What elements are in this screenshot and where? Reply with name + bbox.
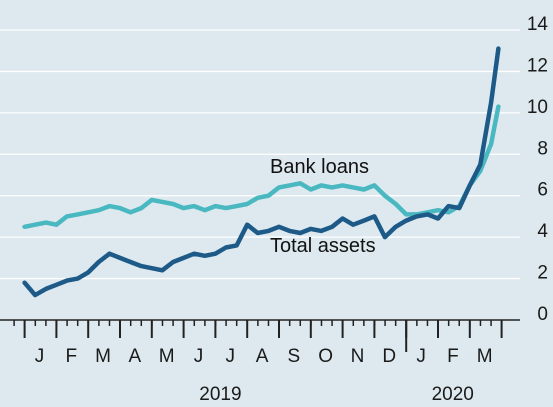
- year-label: 2019: [199, 384, 241, 405]
- month-label: J: [416, 346, 426, 367]
- month-label: J: [194, 346, 204, 367]
- y-tick-label: 4: [537, 221, 548, 242]
- month-label: A: [129, 346, 142, 367]
- month-label: J: [35, 346, 45, 367]
- gridlines: [0, 29, 520, 321]
- annotation-bank-loans: Bank loans: [270, 156, 369, 178]
- y-tick-label: 2: [537, 263, 548, 284]
- month-label: O: [318, 346, 333, 367]
- y-tick-label: 10: [527, 97, 548, 118]
- y-tick-label: 12: [527, 55, 548, 76]
- month-label: N: [351, 346, 365, 367]
- month-label: M: [477, 346, 493, 367]
- x-axis-ticks: [13, 320, 503, 338]
- month-label: M: [95, 346, 111, 367]
- series-lines: [22, 46, 501, 298]
- month-label: M: [159, 346, 175, 367]
- month-label: D: [382, 346, 396, 367]
- month-label: J: [226, 346, 236, 367]
- year-label: 2020: [432, 384, 474, 405]
- annotation-total-assets: Total assets: [270, 235, 376, 257]
- month-label: F: [447, 346, 459, 367]
- month-label: F: [65, 346, 77, 367]
- y-tick-label: 14: [527, 14, 549, 35]
- y-axis-tick-labels: 0 2 4 6 8 10 12 14: [527, 14, 549, 325]
- y-tick-label: 0: [537, 304, 548, 325]
- series-line-total-assets: [22, 46, 501, 298]
- month-label: S: [288, 346, 301, 367]
- month-label: A: [256, 346, 269, 367]
- y-tick-label: 8: [537, 138, 548, 159]
- y-tick-label: 6: [537, 180, 548, 201]
